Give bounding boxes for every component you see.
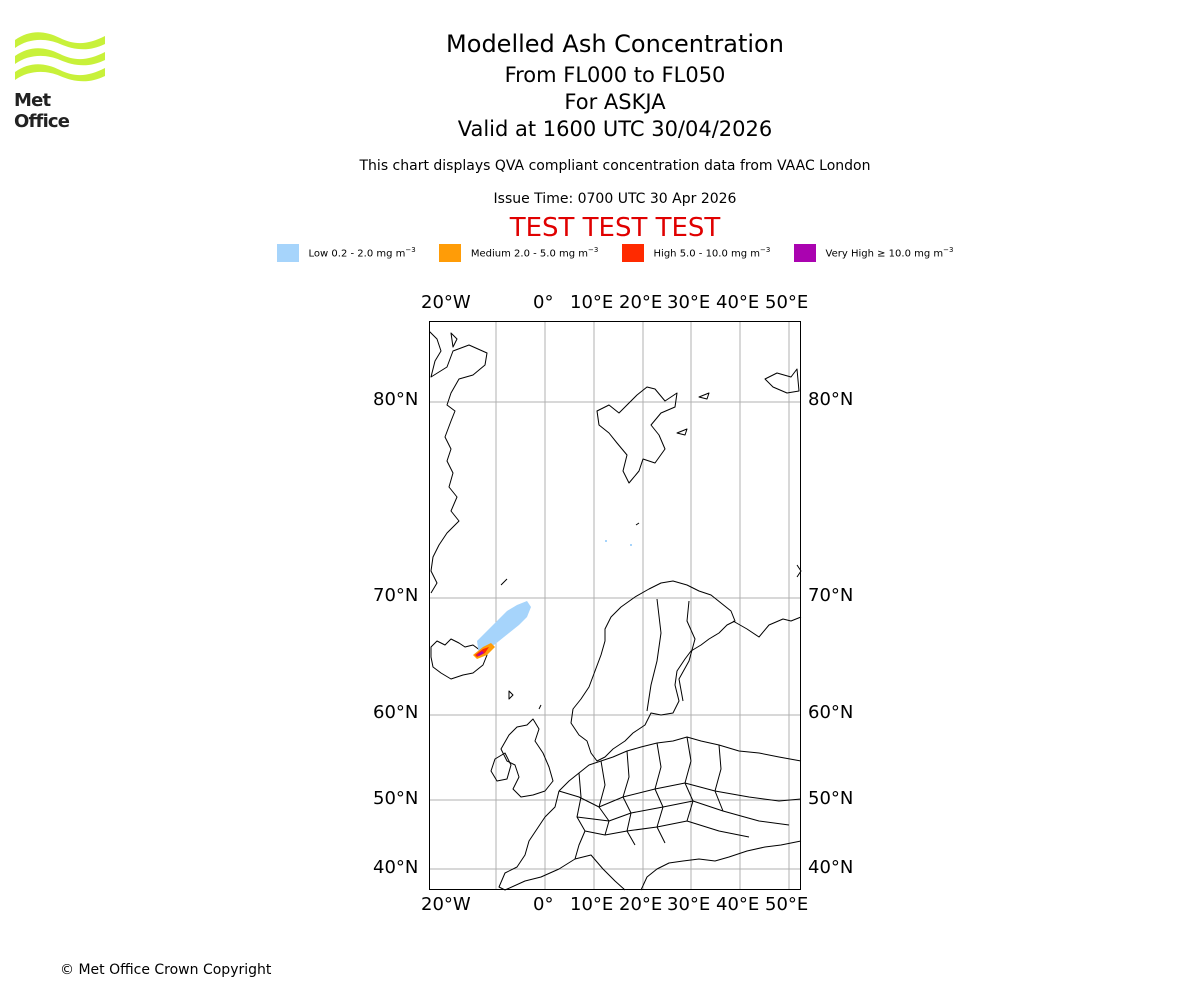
legend-item-low: Low 0.2 - 2.0 mg m−3: [276, 244, 416, 262]
lon-label-bottom-0: 0°: [533, 894, 554, 915]
lon-label-bottom-10e: 10°E: [570, 894, 614, 915]
legend-label-low: Low 0.2 - 2.0 mg m−3: [308, 246, 416, 260]
legend-label-medium: Medium 2.0 - 5.0 mg m−3: [470, 246, 599, 260]
border-6: [714, 744, 724, 812]
flight-level-range: From FL000 to FL050: [504, 63, 726, 87]
lon-label-bottom-50e: 50°E: [765, 894, 809, 915]
coastlines: [429, 330, 802, 891]
border-4: [654, 742, 666, 844]
valid-time: Valid at 1600 UTC 30/04/2026: [457, 117, 773, 141]
legend-swatch-high: [621, 244, 644, 262]
lon-label-top-0: 0°: [533, 292, 554, 313]
map-background: [429, 321, 801, 890]
lat-label-right-70n: 70°N: [808, 585, 854, 606]
lat-label-right-60n: 60°N: [808, 702, 854, 723]
legend-label-very-high: Very High ≥ 10.0 mg m−3: [825, 246, 954, 260]
svalbard-islet-2: [676, 428, 688, 436]
atlantic-coast: [498, 790, 560, 891]
shetland: [538, 704, 542, 710]
finland-russia-border: [678, 600, 696, 702]
lon-label-top-20w: 20°W: [421, 292, 471, 313]
ireland: [490, 752, 512, 782]
legend-item-high: High 5.0 - 10.0 mg m−3: [621, 244, 771, 262]
svalbard: [596, 386, 678, 484]
lat-label-left-60n: 60°N: [373, 702, 419, 723]
ash-very-high-region: [477, 651, 484, 656]
border-7: [558, 782, 802, 808]
legend-label-high: High 5.0 - 10.0 mg m−3: [653, 246, 771, 260]
jan-mayen: [500, 578, 508, 586]
lat-label-left-40n: 40°N: [373, 857, 419, 878]
issue-time: Issue Time: 0700 UTC 30 Apr 2026: [493, 191, 737, 207]
border-1: [574, 772, 586, 860]
ash-low-region: [477, 601, 531, 655]
border-8: [576, 800, 790, 826]
lat-label-left-80n: 80°N: [373, 389, 419, 410]
lat-label-left-50n: 50°N: [373, 788, 419, 809]
greenland-coast: [429, 330, 488, 594]
lon-label-bottom-20e: 20°E: [619, 894, 663, 915]
border-9: [584, 820, 750, 838]
legend-item-medium: Medium 2.0 - 5.0 mg m−3: [438, 244, 599, 262]
lat-label-right-80n: 80°N: [808, 389, 854, 410]
ash-plume: [473, 540, 632, 659]
met-office-wave-icon: [15, 32, 105, 82]
lat-label-right-40n: 40°N: [808, 857, 854, 878]
lon-label-top-10e: 10°E: [570, 292, 614, 313]
svalbard-islet-1: [698, 392, 710, 400]
map-gridlines: [429, 321, 801, 890]
volcano-name: For ASKJA: [564, 90, 666, 114]
test-banner: TEST TEST TEST: [509, 213, 721, 243]
bear-island: [635, 522, 640, 526]
map-frame: [429, 321, 801, 890]
logo-text: Met Office: [14, 90, 70, 132]
lon-label-top-50e: 50°E: [765, 292, 809, 313]
legend-item-very-high: Very High ≥ 10.0 mg m−3: [793, 244, 954, 262]
lon-label-bottom-30e: 30°E: [667, 894, 711, 915]
lat-label-right-50n: 50°N: [808, 788, 854, 809]
faroe-islands: [508, 690, 514, 700]
legend-swatch-low: [276, 244, 299, 262]
legend: Low 0.2 - 2.0 mg m−3 Medium 2.0 - 5.0 mg…: [0, 244, 1200, 265]
sweden-finland-border: [646, 598, 662, 712]
lon-label-bottom-40e: 40°E: [716, 894, 760, 915]
chart-title: Modelled Ash Concentration: [446, 30, 784, 58]
lat-label-left-70n: 70°N: [373, 585, 419, 606]
ash-concentration-map[interactable]: [429, 321, 802, 891]
greenland-island: [450, 332, 458, 348]
legend-swatch-medium: [438, 244, 461, 262]
franz-josef-land: [764, 368, 800, 394]
lon-label-bottom-20w: 20°W: [421, 894, 471, 915]
legend-swatch-very-high: [793, 244, 816, 262]
black-sea-coast: [640, 840, 802, 891]
lon-label-top-20e: 20°E: [619, 292, 663, 313]
copyright-text: © Met Office Crown Copyright: [60, 962, 272, 978]
disclaimer-text: This chart displays QVA compliant concen…: [359, 158, 871, 174]
met-office-logo: Met Office: [14, 30, 106, 132]
great-britain: [500, 718, 554, 798]
scandinavia: [570, 580, 736, 762]
kola-coast: [732, 616, 802, 638]
border-3: [622, 750, 636, 846]
lon-label-top-40e: 40°E: [716, 292, 760, 313]
lon-label-top-30e: 30°E: [667, 292, 711, 313]
